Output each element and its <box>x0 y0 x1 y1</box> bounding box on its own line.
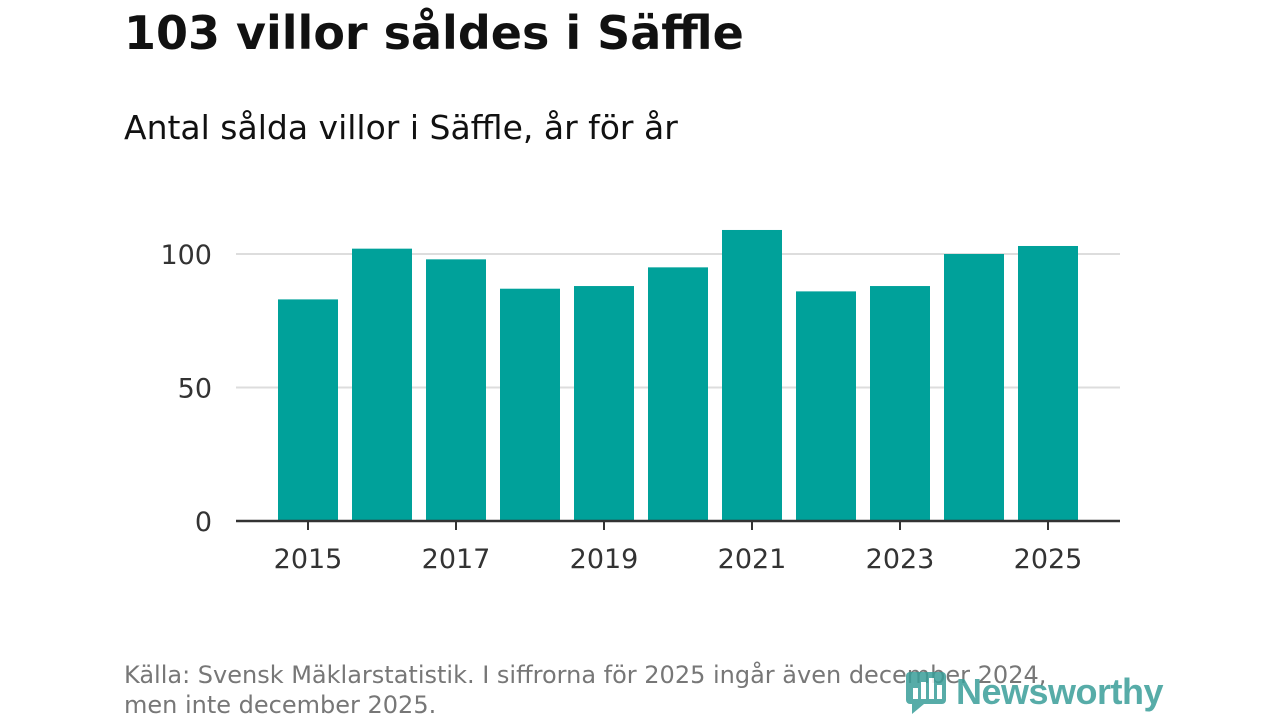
chart-title: 103 villor såldes i Säffle <box>124 6 744 60</box>
y-tick-label-0: 0 <box>195 507 212 538</box>
bar-2021 <box>722 229 782 521</box>
axes: 0 50 100 2015 2017 2019 2021 2023 2025 <box>160 240 1120 575</box>
brand-name: Newsworthy <box>956 671 1164 712</box>
bar-2018 <box>500 288 560 521</box>
source-note: Källa: Svensk Mäklarstatistik. I siffror… <box>124 660 1124 720</box>
y-tick-label-50: 50 <box>178 374 212 405</box>
bars <box>278 229 1078 522</box>
x-tick-label-2025: 2025 <box>1014 544 1083 575</box>
bar-2017 <box>426 259 486 521</box>
bar-2022 <box>796 291 856 521</box>
x-tick-label-2019: 2019 <box>570 544 639 575</box>
bar-2015 <box>278 299 338 521</box>
bar-2024 <box>944 254 1004 521</box>
chart-subtitle: Antal sålda villor i Säffle, år för år <box>124 108 678 147</box>
newsworthy-logo-icon <box>906 672 946 714</box>
source-line-2: men inte december 2025. <box>124 691 437 719</box>
x-tick-label-2021: 2021 <box>718 544 787 575</box>
x-tick-label-2017: 2017 <box>422 544 491 575</box>
x-tick-label-2015: 2015 <box>274 544 343 575</box>
y-tick-label-100: 100 <box>160 240 212 271</box>
newsworthy-logo[interactable]: Newsworthy <box>904 668 1164 716</box>
x-tick-label-2023: 2023 <box>866 544 935 575</box>
source-line-1: Källa: Svensk Mäklarstatistik. I siffror… <box>124 661 1047 689</box>
bar-chart: 0 50 100 2015 2017 2019 2021 2023 2025 <box>160 229 1120 575</box>
bar-2016 <box>352 248 412 521</box>
bar-2020 <box>648 267 708 521</box>
bar-2023 <box>870 286 930 521</box>
bar-2025 <box>1018 245 1078 522</box>
bar-2019 <box>574 286 634 521</box>
